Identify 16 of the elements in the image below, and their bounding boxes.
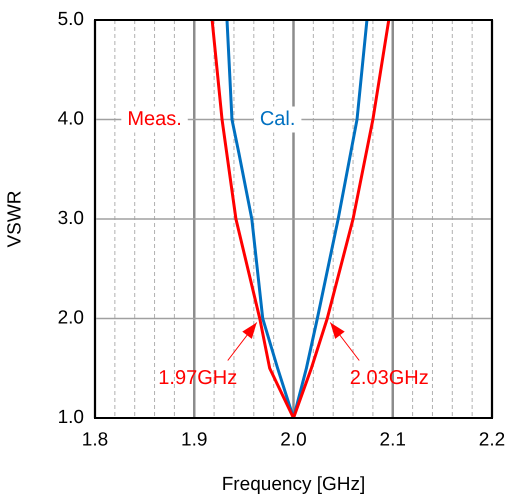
series-label: Cal. [260, 108, 296, 130]
x-tick-label: 2.1 [380, 430, 406, 451]
y-tick-label: 5.0 [58, 9, 84, 30]
y-tick-label: 1.0 [58, 407, 84, 428]
x-tick-label: 2.0 [280, 430, 307, 451]
annotation: 1.97GHz [158, 367, 238, 390]
annotation: 2.03GHz [350, 367, 429, 390]
x-axis-title: Frequency [GHz] [222, 474, 366, 495]
series-label: Meas. [127, 108, 182, 130]
x-tick-label: 2.2 [478, 430, 506, 451]
y-axis-title: VSWR [4, 190, 26, 248]
y-tick-label: 4.0 [58, 108, 84, 130]
y-tick-label: 3.0 [58, 208, 84, 230]
y-tick-label: 2.0 [58, 308, 84, 329]
x-tick-label: 1.9 [181, 430, 208, 451]
x-tick-label: 1.8 [82, 430, 108, 451]
